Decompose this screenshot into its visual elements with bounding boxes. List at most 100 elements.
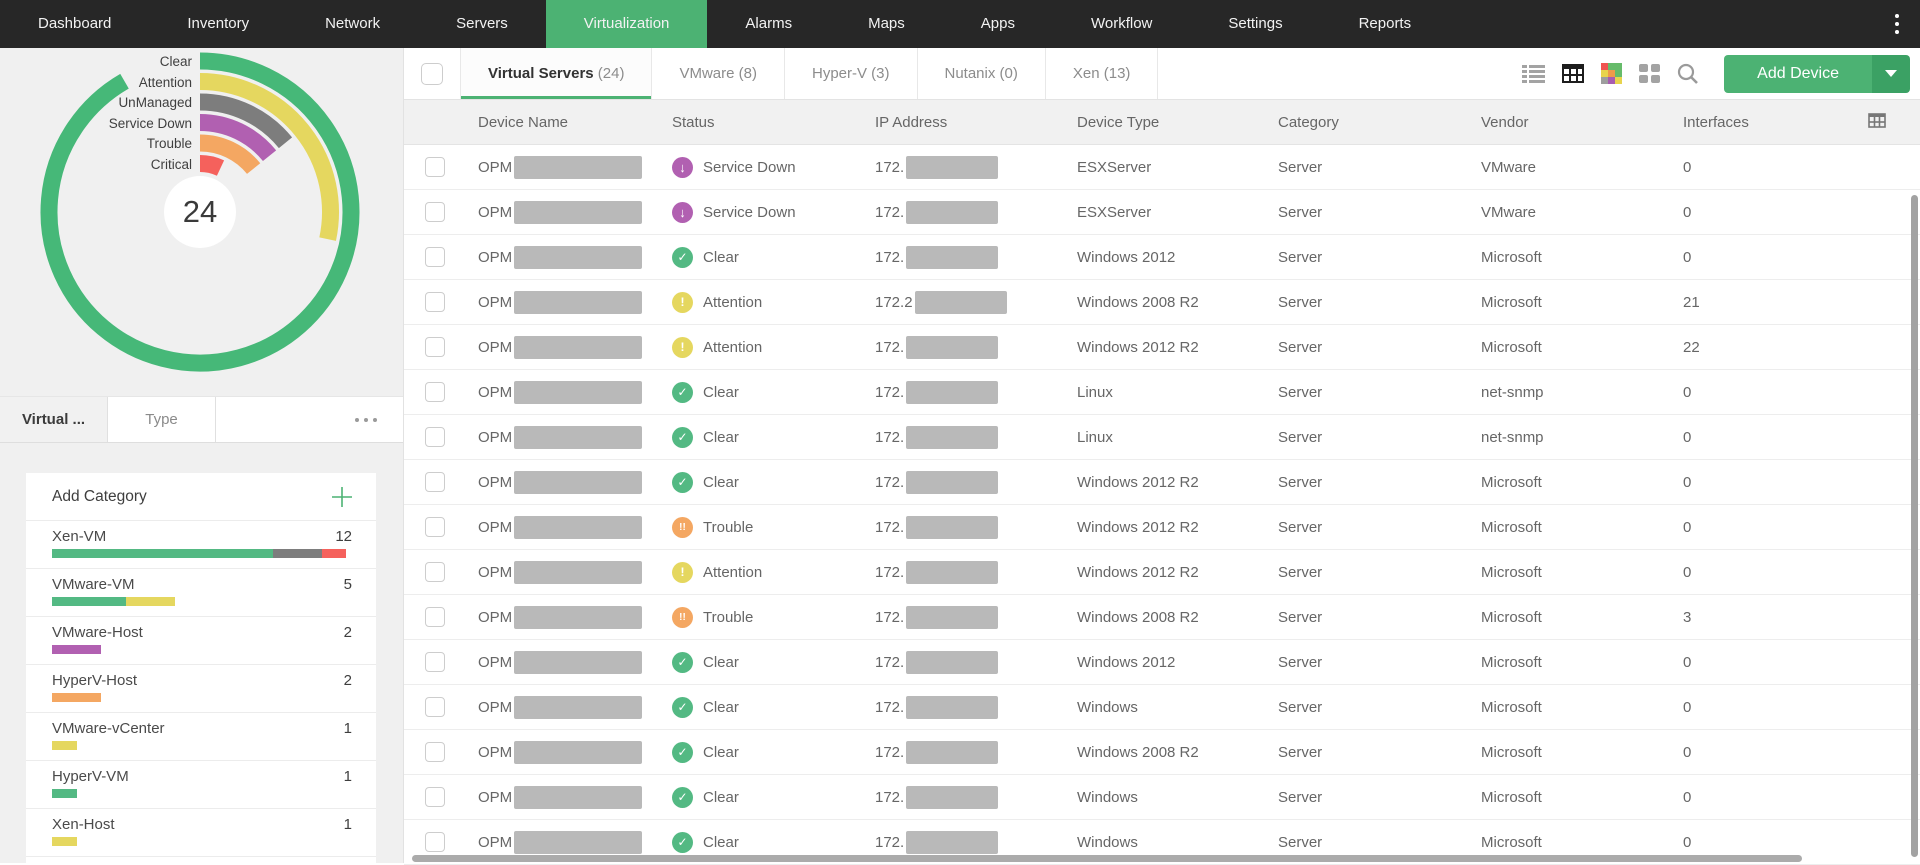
row-checkbox[interactable] (425, 607, 445, 627)
nav-item-virtualization[interactable]: Virtualization (546, 0, 708, 48)
row-checkbox[interactable] (425, 652, 445, 672)
row-checkbox[interactable] (425, 742, 445, 762)
nav-item-network[interactable]: Network (287, 0, 418, 48)
device-type-cell: Windows 2012 (1069, 654, 1270, 671)
nav-item-settings[interactable]: Settings (1190, 0, 1320, 48)
nav-item-dashboard[interactable]: Dashboard (0, 0, 149, 48)
sidebar-tab-type[interactable]: Type (108, 397, 216, 442)
column-header-device-type[interactable]: Device Type (1069, 114, 1270, 131)
device-name-cell[interactable]: OPM (470, 831, 664, 854)
status-segment-critical (322, 549, 347, 558)
device-name-cell[interactable]: OPM (470, 246, 664, 269)
select-all-checkbox[interactable] (421, 63, 443, 85)
device-name-cell[interactable]: OPM (470, 606, 664, 629)
device-name-cell[interactable]: OPM (470, 651, 664, 674)
device-tabs: Virtual Servers (24)VMware (8)Hyper-V (3… (460, 48, 1158, 99)
nav-item-workflow[interactable]: Workflow (1053, 0, 1190, 48)
nav-item-alarms[interactable]: Alarms (707, 0, 830, 48)
status-label: Trouble (703, 519, 753, 536)
device-name-cell[interactable]: OPM (470, 471, 664, 494)
redacted-ip (906, 201, 998, 224)
nav-item-reports[interactable]: Reports (1321, 0, 1450, 48)
row-checkbox[interactable] (425, 562, 445, 582)
status-label: Clear (703, 429, 739, 446)
column-header-ip-address[interactable]: IP Address (867, 114, 1069, 131)
tab-virtual-servers[interactable]: Virtual Servers (24) (460, 48, 652, 99)
device-name-cell[interactable]: OPM (470, 561, 664, 584)
more-options-icon[interactable] (355, 418, 377, 422)
column-header-vendor[interactable]: Vendor (1473, 114, 1675, 131)
status-label: Clear (703, 789, 739, 806)
vertical-scrollbar[interactable] (1911, 195, 1918, 857)
grid-columns-icon[interactable] (1868, 113, 1920, 132)
row-checkbox[interactable] (425, 517, 445, 537)
device-name-cell[interactable]: OPM (470, 741, 664, 764)
ip-prefix: 172. (875, 384, 904, 401)
add-device-button[interactable]: Add Device (1724, 55, 1910, 93)
row-checkbox[interactable] (425, 292, 445, 312)
nav-item-inventory[interactable]: Inventory (149, 0, 287, 48)
category-count: 1 (344, 816, 352, 833)
tile-view-icon[interactable] (1639, 64, 1660, 83)
add-device-dropdown[interactable] (1872, 55, 1910, 93)
tab-xen[interactable]: Xen (13) (1046, 48, 1159, 99)
tab-vmware[interactable]: VMware (8) (652, 48, 785, 99)
category-row-xen-host[interactable]: Xen-Host 1 (26, 809, 376, 857)
kebab-menu-icon[interactable] (1874, 0, 1920, 48)
row-checkbox[interactable] (425, 472, 445, 492)
category-name: Xen-Host (52, 816, 115, 833)
heatmap-view-icon[interactable] (1601, 63, 1622, 84)
device-name-cell[interactable]: OPM (470, 516, 664, 539)
ip-prefix: 172. (875, 789, 904, 806)
redacted-device-name (514, 201, 642, 224)
tab-nutanix[interactable]: Nutanix (0) (918, 48, 1046, 99)
ip-prefix: 172. (875, 609, 904, 626)
tab-hyper-v[interactable]: Hyper-V (3) (785, 48, 918, 99)
row-checkbox[interactable] (425, 157, 445, 177)
device-name-cell[interactable]: OPM (470, 336, 664, 359)
row-checkbox[interactable] (425, 337, 445, 357)
column-header-category[interactable]: Category (1270, 114, 1473, 131)
add-device-label[interactable]: Add Device (1724, 55, 1872, 93)
horizontal-scrollbar[interactable] (412, 855, 1802, 862)
row-checkbox[interactable] (425, 427, 445, 447)
row-checkbox[interactable] (425, 832, 445, 852)
device-name-cell[interactable]: OPM (470, 786, 664, 809)
row-checkbox[interactable] (425, 697, 445, 717)
redacted-ip (906, 831, 998, 854)
device-name-cell[interactable]: OPM (470, 291, 664, 314)
nav-item-apps[interactable]: Apps (943, 0, 1053, 48)
sidebar-tab-virtual[interactable]: Virtual ... (0, 397, 108, 442)
column-header-status[interactable]: Status (664, 114, 867, 131)
row-checkbox[interactable] (425, 382, 445, 402)
device-name-cell[interactable]: OPM (470, 201, 664, 224)
column-header-interfaces[interactable]: Interfaces (1675, 114, 1825, 131)
row-checkbox[interactable] (425, 787, 445, 807)
plus-icon[interactable] (330, 485, 354, 509)
category-status-bar (52, 741, 352, 750)
nav-item-maps[interactable]: Maps (830, 0, 943, 48)
table-view-icon[interactable] (1562, 64, 1584, 83)
search-icon[interactable] (1677, 63, 1699, 85)
list-view-icon[interactable] (1522, 64, 1545, 83)
row-checkbox[interactable] (425, 202, 445, 222)
column-header-device-name[interactable]: Device Name (470, 114, 664, 131)
device-name-cell[interactable]: OPM (470, 696, 664, 719)
interfaces-cell: 0 (1675, 789, 1825, 806)
device-name-cell[interactable]: OPM (470, 426, 664, 449)
device-name-cell[interactable]: OPM (470, 156, 664, 179)
redacted-device-name (514, 246, 642, 269)
row-checkbox[interactable] (425, 247, 445, 267)
nav-item-servers[interactable]: Servers (418, 0, 546, 48)
device-name-cell[interactable]: OPM (470, 381, 664, 404)
